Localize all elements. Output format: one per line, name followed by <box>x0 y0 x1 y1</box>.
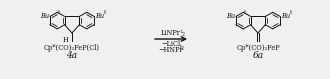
Text: t: t <box>57 10 60 15</box>
Text: −HNPr: −HNPr <box>159 46 183 54</box>
Text: 4a: 4a <box>66 51 78 60</box>
Text: 2: 2 <box>181 46 184 51</box>
Text: −LiCl: −LiCl <box>161 40 181 48</box>
Text: LiNPr: LiNPr <box>161 29 181 37</box>
Text: i: i <box>181 29 182 34</box>
Text: 6a: 6a <box>252 51 264 60</box>
Text: Bu: Bu <box>95 12 104 20</box>
Text: Bu: Bu <box>226 12 235 20</box>
Text: i: i <box>180 44 181 49</box>
Text: Cp*(CO)₂FeP: Cp*(CO)₂FeP <box>236 44 280 52</box>
Text: Bu: Bu <box>281 12 290 20</box>
Text: 2: 2 <box>182 32 185 37</box>
Text: Cp*(CO)₂FeP(Cl): Cp*(CO)₂FeP(Cl) <box>44 44 100 52</box>
Text: H: H <box>63 36 69 44</box>
Text: Bu: Bu <box>40 12 49 20</box>
Text: t: t <box>244 10 246 15</box>
Text: t: t <box>104 10 106 15</box>
Text: t: t <box>290 10 292 15</box>
